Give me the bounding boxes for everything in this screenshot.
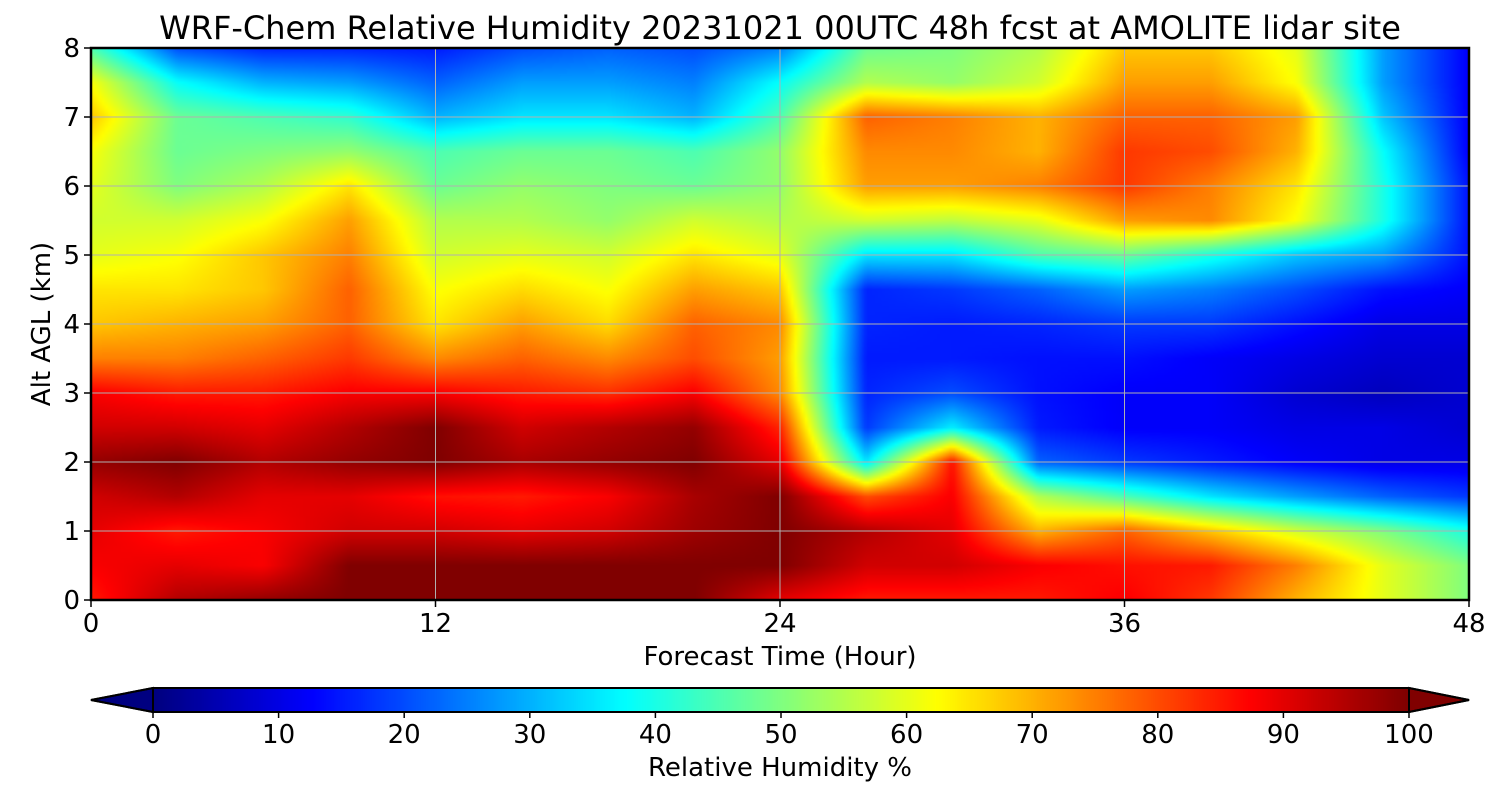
x-tick-label: 24 [763,609,796,639]
x-axis-label: Forecast Time (Hour) [643,642,916,672]
x-tick-label: 36 [1108,609,1141,639]
colorbar-max-extension [1408,686,1470,714]
colorbar-tick-label: 0 [145,720,162,750]
colorbar-tick-label: 90 [1267,720,1300,750]
colorbar-tick-label: 50 [764,720,797,750]
colorbar-label: Relative Humidity % [648,753,912,783]
x-axis: 0 12 24 36 48 [83,600,1486,639]
chart-title: WRF-Chem Relative Humidity 20231021 00UT… [159,9,1401,47]
y-tick-label: 0 [63,586,80,616]
colorbar-tick-label: 20 [388,720,421,750]
y-axis-label: Alt AGL (km) [27,242,57,406]
y-axis: 0 1 2 3 4 5 6 7 8 [63,34,91,616]
y-tick-label: 8 [63,34,80,64]
colorbar-tick-label: 100 [1384,720,1434,750]
colorbar-tick-label: 70 [1016,720,1049,750]
colorbar-tick-label: 10 [262,720,295,750]
colorbar: 0 10 20 30 40 50 60 70 80 90 100 Relative Humidity… [90,686,1470,783]
colorbar-tick-label: 60 [890,720,923,750]
y-tick-label: 1 [63,517,80,547]
y-tick-label: 2 [63,448,80,478]
x-tick-label: 48 [1452,609,1485,639]
colorbar-gradient [153,688,1409,712]
colorbar-tick-label: 80 [1141,720,1174,750]
y-tick-label: 6 [63,172,80,202]
colorbar-tick-label: 30 [513,720,546,750]
x-tick-label: 0 [83,609,100,639]
y-tick-label: 3 [63,379,80,409]
y-tick-label: 4 [63,310,80,340]
x-tick-label: 12 [419,609,452,639]
y-tick-label: 5 [63,241,80,271]
colorbar-tick-label: 40 [639,720,672,750]
colorbar-min-extension [90,686,154,714]
colorbar-ticks: 0 10 20 30 40 50 60 70 80 90 100 [145,712,1434,750]
y-tick-label: 7 [63,103,80,133]
grid-lines [91,48,1469,600]
